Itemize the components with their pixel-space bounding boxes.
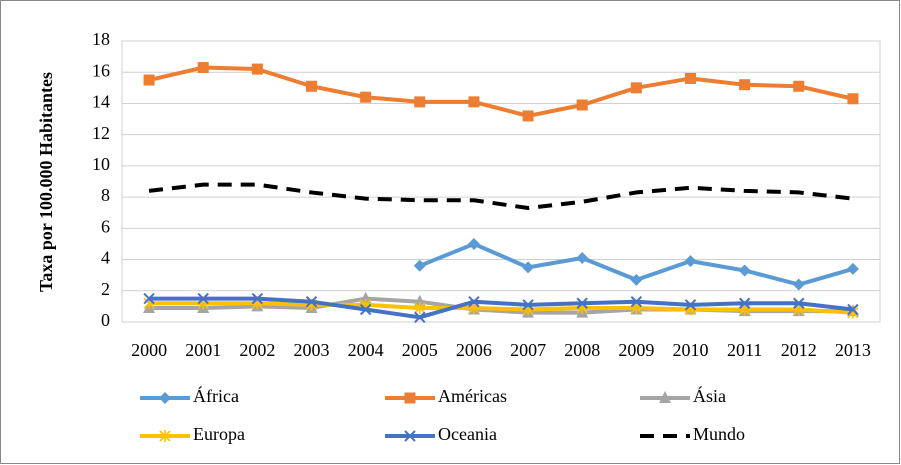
y-tick-label: 2 (101, 279, 110, 299)
y-tick-label: 4 (101, 248, 110, 268)
legend-label: África (193, 385, 239, 406)
data-point (360, 91, 372, 103)
data-point (522, 261, 535, 274)
data-point (359, 291, 372, 304)
data-point (306, 80, 317, 92)
series-line (148, 65, 854, 118)
data-point (413, 294, 426, 307)
data-point (793, 297, 805, 309)
y-tick-label: 8 (101, 185, 110, 205)
data-point (576, 251, 589, 264)
y-tick-label: 6 (101, 216, 110, 236)
data-point (684, 255, 697, 268)
y-tick-label: 12 (92, 123, 110, 143)
legend-label: Europa (193, 424, 245, 444)
data-point (684, 299, 697, 311)
plot-area (121, 40, 881, 323)
x-tick-label: 2005 (402, 340, 438, 360)
x-tick-label: 2003 (294, 340, 330, 360)
data-point (793, 80, 805, 92)
y-tick-label: 0 (101, 310, 110, 330)
data-point (251, 63, 263, 75)
x-tick-label: 2007 (510, 340, 546, 360)
y-tick-label: 14 (92, 92, 110, 112)
data-point (739, 79, 751, 91)
legend-marker (659, 391, 671, 403)
data-point (414, 311, 426, 324)
data-point (305, 295, 318, 308)
data-point (847, 303, 859, 316)
legend-marker (404, 430, 416, 442)
data-point (630, 295, 643, 308)
data-point (792, 278, 805, 291)
x-tick-label: 2006 (456, 340, 492, 360)
x-tick-label: 2012 (781, 340, 817, 360)
data-point (468, 96, 480, 108)
data-point (359, 303, 372, 316)
legend-marker (159, 392, 171, 404)
data-point (143, 292, 155, 305)
data-point (197, 292, 209, 305)
data-point (738, 264, 751, 277)
x-tick-label: 2013 (835, 340, 871, 360)
data-point (846, 262, 859, 275)
data-point (468, 295, 480, 308)
series-line (149, 301, 854, 315)
x-tick-label: 2011 (727, 340, 762, 360)
legend-marker (159, 430, 171, 442)
x-tick-label: 2008 (564, 340, 600, 360)
data-point (143, 74, 155, 86)
legend-label: Oceania (438, 424, 497, 444)
x-tick-label: 2000 (131, 340, 167, 360)
data-point (414, 301, 426, 314)
series-line (148, 182, 854, 211)
y-tick-label: 16 (92, 60, 110, 80)
y-tick-label: 10 (92, 154, 110, 174)
data-point (467, 237, 480, 250)
data-point (576, 297, 588, 309)
legend-label: Ásia (693, 385, 726, 406)
y-tick-label: 18 (92, 29, 110, 49)
data-point (522, 299, 534, 311)
data-point (576, 99, 588, 111)
data-point (738, 297, 751, 309)
data-point (630, 82, 642, 94)
series-line (149, 296, 854, 320)
data-point (197, 62, 209, 74)
data-point (685, 72, 696, 84)
data-point (414, 96, 426, 108)
legend-label: Mundo (693, 424, 745, 444)
legend-marker (404, 392, 416, 404)
x-tick-label: 2010 (673, 340, 709, 360)
x-tick-label: 2001 (185, 340, 221, 360)
data-point (630, 273, 643, 286)
legend-label: Américas (438, 386, 507, 406)
data-point (413, 259, 426, 272)
x-tick-label: 2009 (618, 340, 654, 360)
y-axis-title: Taxa por 100.000 Habitantes (36, 72, 56, 292)
data-point (522, 110, 534, 122)
data-point (251, 292, 264, 305)
x-tick-label: 2002 (239, 340, 275, 360)
data-point (847, 93, 859, 105)
x-tick-label: 2004 (348, 340, 384, 360)
